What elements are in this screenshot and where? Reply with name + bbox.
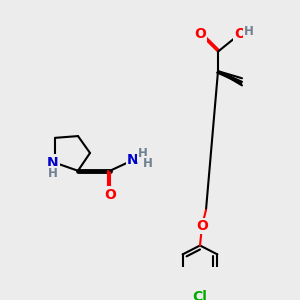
Text: Cl: Cl [193, 290, 207, 300]
Text: O: O [104, 188, 116, 202]
Text: N: N [127, 153, 139, 167]
Text: N: N [47, 156, 59, 170]
Text: H: H [48, 167, 58, 180]
Text: H: H [244, 25, 254, 38]
Text: H: H [138, 147, 148, 161]
Text: O: O [234, 27, 246, 41]
Text: O: O [196, 219, 208, 233]
Text: O: O [194, 27, 206, 41]
Text: H: H [143, 157, 153, 170]
